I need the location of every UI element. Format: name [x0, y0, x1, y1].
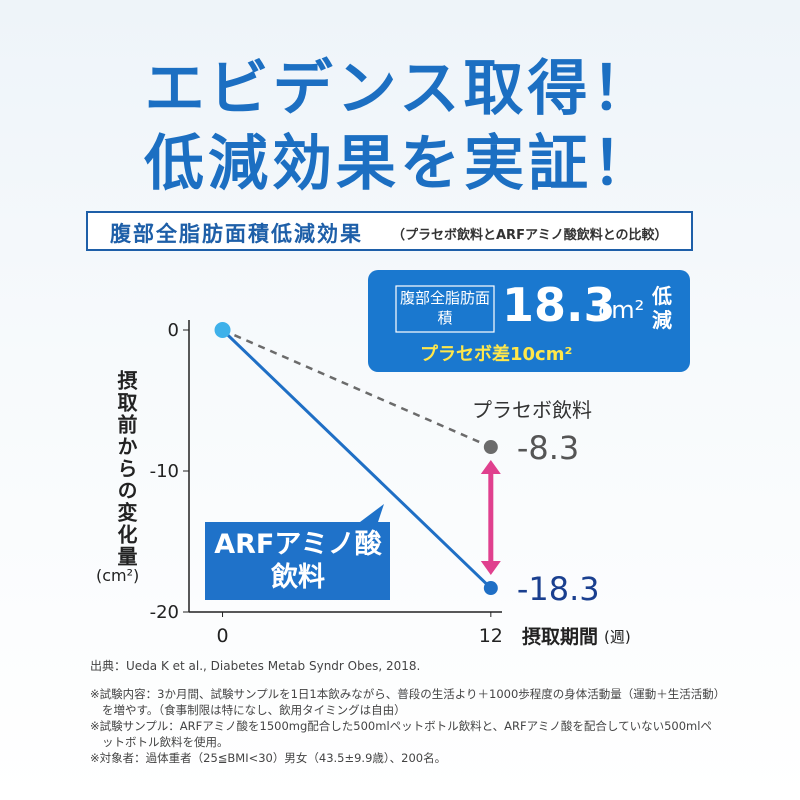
- x-axis-label: 摂取期間: [522, 626, 599, 648]
- y-tick-label: -10: [150, 461, 179, 482]
- point: [214, 322, 231, 338]
- footnote: ※対象者：過体重者（25≦BMI<30）男女（43.5±9.9歳）、200名。: [90, 751, 447, 765]
- callout-box: [368, 270, 690, 372]
- legend-label: ARFアミノ酸飲料: [214, 529, 382, 593]
- series-line: [221, 328, 492, 590]
- y-axis-unit: (cm²): [96, 566, 140, 585]
- title-box: [86, 211, 693, 251]
- arrow-head: [480, 460, 501, 474]
- footnote: ※試験内容：3か月間、試験サンプルを1日1本飲みながら、普段の生活より＋1000…: [90, 687, 720, 717]
- legend-label: プラセボ飲料: [472, 398, 592, 422]
- value-label: -18.3: [517, 570, 600, 608]
- callout-value: 18.3: [502, 278, 616, 332]
- callout-label: 腹部全脂肪面積: [400, 289, 491, 327]
- callout-bracket: [395, 285, 495, 333]
- headline: 低減効果を実証！: [144, 129, 656, 199]
- chart-subtitle: （プラセボ飲料とARFアミノ酸飲料との比較）: [392, 228, 668, 243]
- value-label: -8.3: [517, 429, 579, 467]
- y-tick-label: 0: [168, 320, 179, 341]
- callout-unit: cm²: [598, 296, 645, 324]
- legend-box: [205, 522, 390, 600]
- series-line: [222, 328, 492, 449]
- legend-pointer: [360, 504, 384, 522]
- callout-suffix: 低減: [652, 284, 672, 332]
- headline: エビデンス取得！: [144, 54, 656, 124]
- point: [483, 440, 498, 455]
- x-axis-unit: (週): [604, 628, 631, 646]
- footnote: ※試験サンプル：ARFアミノ酸を1500mg配合した500mlペットボトル飲料と…: [90, 719, 712, 749]
- point: [483, 581, 498, 596]
- y-tick-label: -20: [150, 602, 179, 623]
- x-tick-label: 0: [216, 625, 228, 647]
- callout-difference: プラセボ差10cm²: [420, 344, 573, 365]
- x-tick-label: 12: [479, 625, 503, 647]
- source: 出典：Ueda K et al., Diabetes Metab Syndr O…: [90, 659, 421, 673]
- arrow-head: [480, 561, 501, 575]
- y-axis-label: 摂取前からの変化量: [114, 370, 138, 568]
- chart-title: 腹部全脂肪面積低減効果: [110, 222, 363, 246]
